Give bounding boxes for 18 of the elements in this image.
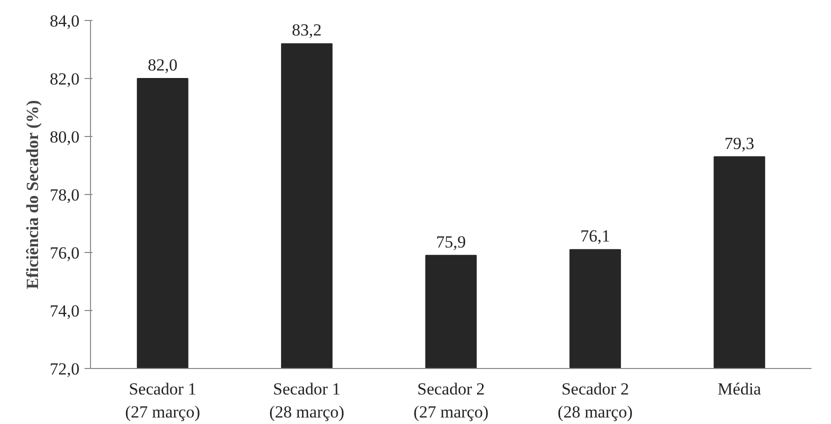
y-tick-label: 76,0	[50, 244, 80, 262]
data-label: 79,3	[724, 134, 754, 153]
y-axis-title: Eficiência do Secador (%)	[22, 100, 42, 290]
y-tick-label: 80,0	[50, 128, 80, 146]
data-label: 76,1	[580, 226, 610, 246]
y-tick-label: 82,0	[50, 70, 80, 88]
y-tick-label: 78,0	[50, 186, 80, 204]
data-label: 83,2	[292, 20, 322, 40]
data-label: 82,0	[148, 56, 178, 74]
x-tick-label: Secador 1 (28 março)	[269, 380, 344, 422]
data-label: 75,9	[436, 232, 466, 252]
y-tick-label: 84,0	[50, 12, 80, 30]
y-tick-label: 74,0	[50, 302, 80, 320]
x-tick-label: Média	[718, 380, 762, 398]
x-tick-label: Secador 1 (27 março)	[125, 380, 200, 422]
x-tick-label: Secador 2 (27 março)	[413, 380, 489, 422]
y-tick-label: 72,0	[50, 360, 80, 378]
x-tick-label: Secador 2 (28 março)	[558, 380, 633, 422]
